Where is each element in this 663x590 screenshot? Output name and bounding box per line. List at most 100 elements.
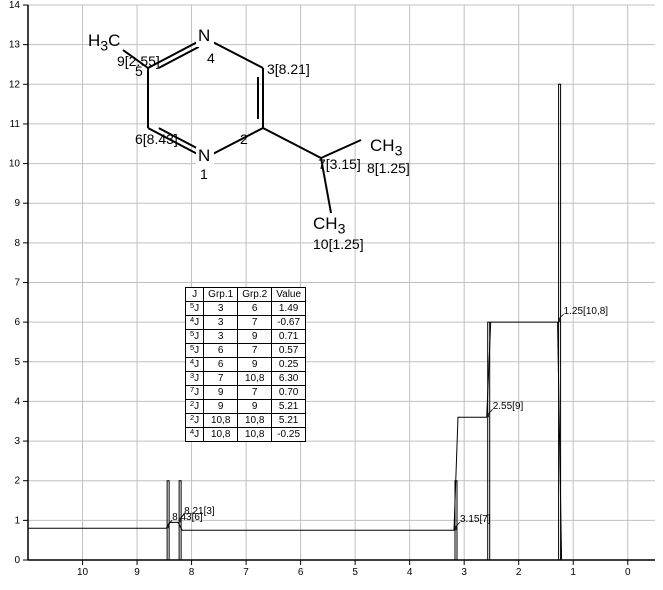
svg-text:14: 14 [9,0,21,11]
table-cell: 4J [186,358,204,372]
table-header: Grp.1 [204,288,238,302]
svg-text:0: 0 [14,555,20,566]
table-cell: 2J [186,400,204,414]
atom-label: H3C [88,31,120,54]
table-row: 7J970.70 [186,386,306,400]
svg-text:9: 9 [134,567,140,578]
atom-label: CH3 [313,214,345,237]
svg-text:9: 9 [14,198,20,209]
svg-text:1: 1 [14,515,20,526]
peak-label: 3.15[7] [460,514,491,525]
atom-annotation: 10[1.25] [313,236,364,252]
atom-annotation: 6[8.43] [135,131,178,147]
table-header: Grp.2 [238,288,272,302]
svg-text:10: 10 [9,159,21,170]
svg-text:3: 3 [14,436,20,447]
atom-annotation: 4 [207,50,215,66]
svg-text:7: 7 [14,278,20,289]
table-row: 2J995.21 [186,400,306,414]
table-cell: 0.57 [272,344,306,358]
atom-annotation: 9[2.55] [117,53,160,69]
svg-text:4: 4 [407,567,413,578]
svg-text:8: 8 [14,238,20,249]
table-header: J [186,288,204,302]
svg-text:10: 10 [77,567,89,578]
table-cell: 9 [238,330,272,344]
table-row: 4J690.25 [186,358,306,372]
table-cell: 9 [238,358,272,372]
svg-text:4: 4 [14,396,20,407]
table-row: 5J670.57 [186,344,306,358]
table-cell: 9 [204,400,238,414]
peak-label: 2.55[9] [493,401,524,412]
atom-annotation: 1 [200,166,208,182]
atom-label: N [198,26,210,46]
table-cell: 6.30 [272,372,306,386]
table-cell: 5J [186,344,204,358]
table-cell: 6 [204,344,238,358]
table-cell: 3J [186,372,204,386]
svg-text:1: 1 [570,567,576,578]
table-cell: 5J [186,330,204,344]
table-cell: 6 [238,302,272,316]
atom-annotation: 3[8.21] [267,61,310,77]
table-row: 4J10,810,8-0.25 [186,428,306,442]
atom-annotation: 8[1.25] [367,160,410,176]
table-header: Value [272,288,306,302]
table-cell: 3 [204,316,238,330]
table-row: 5J361.49 [186,302,306,316]
coupling-table: JGrp.1Grp.2Value 5J361.494J37-0.675J390.… [185,287,306,442]
table-cell: 3 [204,330,238,344]
table-cell: 5.21 [272,400,306,414]
table-cell: 0.25 [272,358,306,372]
table-cell: 1.49 [272,302,306,316]
table-cell: 9 [204,386,238,400]
table-cell: -0.25 [272,428,306,442]
svg-text:13: 13 [9,40,21,51]
table-row: 4J37-0.67 [186,316,306,330]
table-row: 5J390.71 [186,330,306,344]
table-cell: 10,8 [238,372,272,386]
table-cell: 10,8 [238,428,272,442]
table-cell: 10,8 [238,414,272,428]
table-cell: 7 [238,316,272,330]
table-cell: 10,8 [204,414,238,428]
svg-text:8: 8 [189,567,195,578]
table-cell: 0.70 [272,386,306,400]
svg-text:5: 5 [14,357,20,368]
table-cell: 10,8 [204,428,238,442]
atom-annotation: 2 [240,131,248,147]
svg-text:11: 11 [10,119,21,130]
table-row: 2J10,810,85.21 [186,414,306,428]
peak-label: 8.43[6] [172,512,203,523]
table-cell: 5.21 [272,414,306,428]
table-cell: 7 [238,386,272,400]
table-cell: 4J [186,316,204,330]
table-cell: 0.71 [272,330,306,344]
table-cell: 7 [204,372,238,386]
svg-text:0: 0 [625,567,631,578]
atom-label: CH3 [370,136,402,159]
atom-label: N [198,146,210,166]
svg-text:12: 12 [9,79,21,90]
table-cell: 7J [186,386,204,400]
svg-text:7: 7 [243,567,249,578]
svg-text:5: 5 [352,567,358,578]
table-cell: 4J [186,428,204,442]
peak-label: 1.25[10,8] [564,306,608,317]
svg-text:2: 2 [516,567,522,578]
svg-text:6: 6 [298,567,304,578]
table-cell: -0.67 [272,316,306,330]
atom-annotation: 7[3.15] [318,156,361,172]
svg-text:6: 6 [14,317,20,328]
table-cell: 6 [204,358,238,372]
table-cell: 2J [186,414,204,428]
table-cell: 7 [238,344,272,358]
table-cell: 5J [186,302,204,316]
table-row: 3J710,86.30 [186,372,306,386]
table-cell: 9 [238,400,272,414]
svg-text:2: 2 [14,476,20,487]
svg-text:3: 3 [461,567,467,578]
nmr-figure: 01234567891001234567891011121314 NNCH3CH… [0,0,663,590]
table-cell: 3 [204,302,238,316]
